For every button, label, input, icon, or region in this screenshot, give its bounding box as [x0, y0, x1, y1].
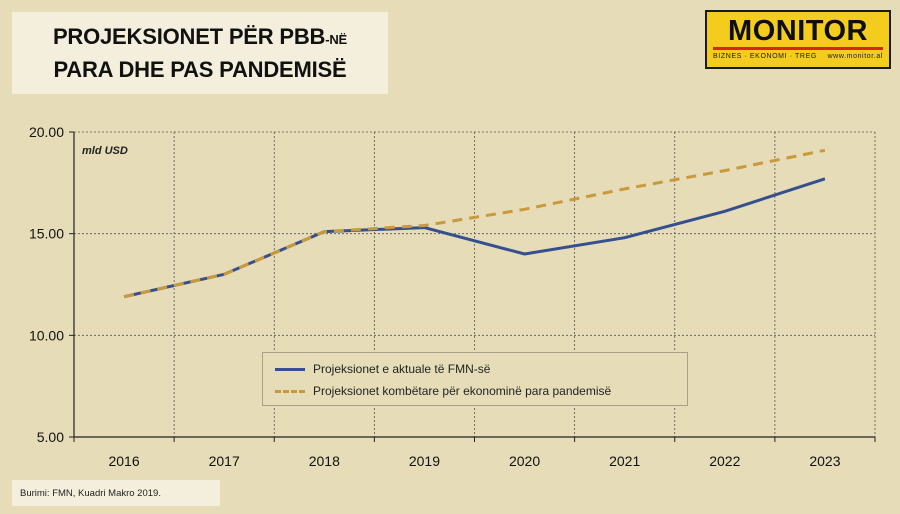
logo-site: www.monitor.al — [827, 53, 883, 60]
x-tick-label: 2018 — [309, 453, 340, 469]
source-note: Burimi: FMN, Kuadri Makro 2019. — [12, 480, 220, 506]
logo-wordmark: MONITOR — [728, 15, 868, 47]
y-tick-label: 20.00 — [29, 124, 64, 140]
x-tick-label: 2021 — [609, 453, 640, 469]
legend-swatch-dashed — [275, 389, 305, 393]
legend-label-national: Projeksionet kombëtare për ekonominë par… — [313, 384, 612, 398]
y-tick-label: 15.00 — [29, 226, 64, 242]
legend-swatch-solid — [275, 367, 305, 371]
chart-legend: Projeksionet e aktuale të FMN-së Projeks… — [262, 352, 688, 406]
chart-axes — [69, 131, 876, 442]
chart-title-suffix: -NË — [325, 32, 348, 47]
title-box: PROJEKSIONET PËR PBB-NË PARA DHE PAS PAN… — [12, 12, 388, 94]
chart-title-line-1: PROJEKSIONET PËR PBB-NË — [12, 22, 388, 55]
chart-title-line-2: PARA DHE PAS PANDEMISË — [53, 57, 347, 82]
y-tick-label: 10.00 — [29, 327, 64, 343]
legend-item-national: Projeksionet kombëtare për ekonominë par… — [275, 380, 687, 402]
monitor-logo: MONITOR BIZNES · EKONOMI · TREG www.moni… — [705, 10, 891, 69]
chart-title-main: PROJEKSIONET PËR PBB — [52, 24, 326, 49]
series-line-national — [123, 148, 826, 299]
legend-item-fmn: Projeksionet e aktuale të FMN-së — [275, 358, 687, 380]
x-tick-label: 2020 — [509, 453, 540, 469]
legend-label-fmn: Projeksionet e aktuale të FMN-së — [313, 362, 491, 376]
chart-tick-labels: 5.00 10.00 15.00 20.00 2016 2017 2018 2019 2020 2… — [29, 124, 841, 469]
chart-series — [123, 148, 826, 299]
logo-red-bar — [713, 47, 883, 50]
y-tick-label: 5.00 — [37, 429, 64, 445]
unit-label: mld USD — [82, 145, 128, 157]
x-tick-label: 2023 — [809, 453, 840, 469]
x-tick-label: 2017 — [209, 453, 240, 469]
x-tick-label: 2016 — [108, 453, 139, 469]
logo-tagline-row: BIZNES · EKONOMI · TREG www.monitor.al — [707, 50, 889, 60]
x-tick-label: 2022 — [709, 453, 740, 469]
x-tick-label: 2019 — [409, 453, 440, 469]
logo-tagline: BIZNES · EKONOMI · TREG — [713, 53, 817, 60]
